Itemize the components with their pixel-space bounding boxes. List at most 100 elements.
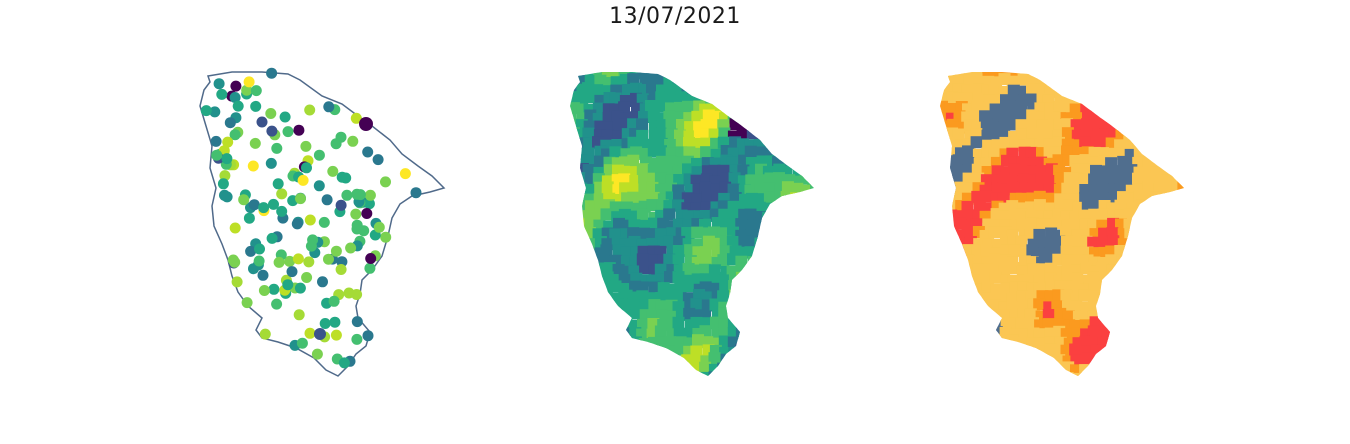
municipality-cell <box>1051 72 1064 77</box>
municipality-cell <box>940 111 947 124</box>
municipality-cell <box>1189 325 1201 337</box>
municipality-cell <box>645 364 658 376</box>
municipality-cell <box>1152 85 1165 97</box>
municipality-cell <box>1061 263 1074 276</box>
municipality-cell <box>940 301 950 314</box>
municipality-cell <box>582 247 595 260</box>
municipality-cell <box>1134 73 1147 86</box>
municipality-cell <box>737 354 750 367</box>
municipality-cell <box>972 371 985 376</box>
municipality-cell <box>1124 244 1137 257</box>
municipality-cell <box>1126 343 1139 356</box>
station-point <box>361 208 373 219</box>
municipality-cell <box>763 319 776 332</box>
municipality-cell <box>1151 362 1164 375</box>
municipality-cell <box>952 128 965 141</box>
municipality-cell <box>630 307 643 320</box>
municipality-cell <box>791 308 804 321</box>
municipality-cell <box>970 73 983 86</box>
municipality-cell <box>772 309 784 322</box>
municipality-cell <box>664 83 677 96</box>
station-point <box>300 140 312 152</box>
municipality-cell <box>570 361 577 374</box>
municipality-cell <box>940 74 950 87</box>
municipality-cell <box>1180 74 1184 87</box>
municipality-cell <box>708 128 721 141</box>
station-point <box>229 222 241 234</box>
municipality-cell <box>793 379 805 391</box>
station-point <box>243 212 255 224</box>
municipality-cell <box>570 217 577 230</box>
municipality-cell <box>989 336 1002 349</box>
municipality-cell <box>981 346 994 359</box>
municipality-cell <box>655 363 668 376</box>
station-point <box>362 330 374 342</box>
station-point <box>200 105 212 117</box>
municipality-cell <box>618 364 631 376</box>
municipality-cell <box>744 316 757 329</box>
municipality-cell <box>818 212 830 224</box>
municipality-cell <box>636 382 648 394</box>
station-point <box>221 191 233 203</box>
municipality-cell <box>747 75 760 88</box>
station-point <box>359 117 373 131</box>
municipality-cell <box>790 327 803 340</box>
station-point <box>293 309 305 321</box>
municipality-cell <box>735 317 748 329</box>
municipality-cell <box>991 353 1004 366</box>
municipality-cell <box>1125 337 1138 350</box>
municipality-cell <box>729 353 742 366</box>
municipality-cell <box>1106 301 1119 314</box>
municipality-cell <box>1026 363 1039 376</box>
municipality-cell <box>756 94 769 107</box>
municipality-cell <box>780 112 793 125</box>
municipality-cell <box>791 236 804 249</box>
municipality-cell <box>1151 76 1164 88</box>
municipality-cell <box>1054 172 1067 185</box>
municipality-cell <box>781 139 794 152</box>
municipality-cell <box>753 217 766 230</box>
municipality-cell <box>1097 208 1110 221</box>
municipality-cell <box>940 245 950 258</box>
municipality-cell <box>574 228 587 241</box>
municipality-cell <box>810 156 814 169</box>
municipality-cell <box>664 72 677 77</box>
municipality-cell <box>816 174 828 186</box>
municipality-cell <box>940 353 950 365</box>
municipality-cell <box>1178 146 1184 159</box>
municipality-cell <box>1179 282 1184 295</box>
station-point <box>321 194 333 206</box>
municipality-cell <box>637 245 650 258</box>
municipality-cell <box>729 101 742 114</box>
municipality-cell <box>801 361 814 374</box>
municipality-cell <box>575 301 588 314</box>
municipality-cell <box>1171 237 1184 250</box>
municipality-cell <box>592 317 605 330</box>
municipality-cell <box>791 316 804 329</box>
municipality-cell <box>1042 371 1055 376</box>
municipality-cell <box>619 372 631 376</box>
municipality-cell <box>818 104 830 116</box>
municipality-cell <box>594 336 607 348</box>
municipality-cell <box>1096 262 1109 275</box>
municipality-cell <box>970 136 983 149</box>
municipality-cell <box>989 253 1001 266</box>
municipality-cell <box>1126 237 1139 250</box>
municipality-cell <box>817 68 829 80</box>
municipality-cell <box>1188 300 1200 312</box>
municipality-cell <box>943 325 956 338</box>
municipality-cell <box>819 183 831 195</box>
municipality-cell <box>654 325 667 338</box>
municipality-cell <box>720 372 733 376</box>
municipality-cell <box>729 372 742 376</box>
municipality-cell <box>1150 308 1162 321</box>
municipality-cell <box>1141 271 1154 284</box>
municipality-cell <box>717 362 730 375</box>
municipality-cell <box>997 290 1010 302</box>
municipality-cell <box>818 94 830 106</box>
municipality-cell <box>1117 370 1130 376</box>
municipality-cell <box>1162 263 1174 276</box>
municipality-cell <box>620 309 633 322</box>
municipality-cell <box>936 382 948 394</box>
municipality-cell <box>756 72 769 78</box>
